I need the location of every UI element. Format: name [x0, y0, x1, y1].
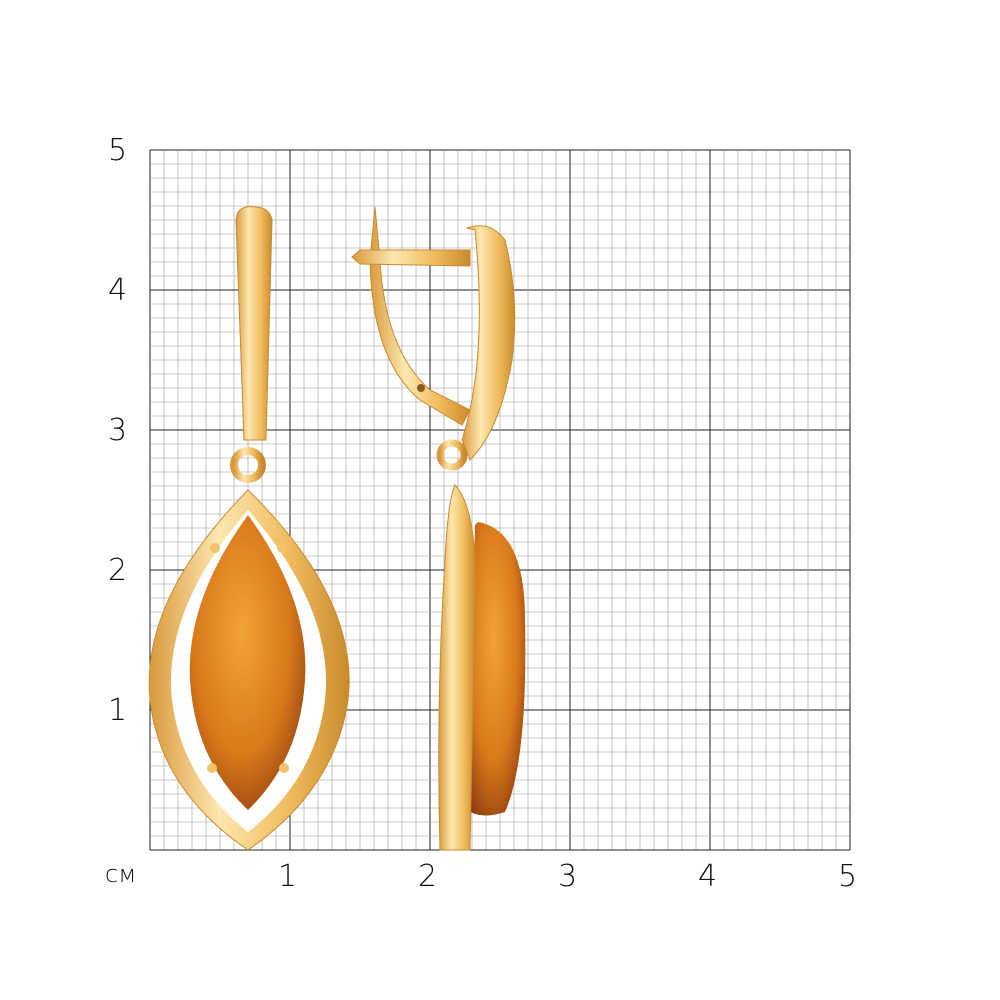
- y-label-5: 5: [108, 133, 128, 168]
- earring-side-view: [351, 206, 526, 851]
- jump-ring: [230, 447, 266, 483]
- lever-hook: [369, 206, 471, 426]
- x-label-1: 1: [278, 859, 298, 894]
- back-bar: [461, 225, 516, 461]
- y-label-1: 1: [108, 693, 128, 728]
- lever-bar: [351, 249, 471, 267]
- x-label-3: 3: [558, 859, 578, 894]
- side-frame: [438, 484, 476, 851]
- earring-front-view: [148, 206, 350, 851]
- amber-stone: [189, 515, 306, 810]
- y-label-4: 4: [108, 273, 128, 308]
- x-label-2: 2: [418, 859, 438, 894]
- hook-bar: [235, 206, 273, 441]
- y-label-3: 3: [108, 413, 128, 448]
- y-label-2: 2: [108, 553, 128, 588]
- jump-ring: [436, 439, 468, 471]
- unit-label: см: [105, 860, 137, 888]
- x-label-4: 4: [698, 859, 718, 894]
- x-label-5: 5: [838, 859, 858, 894]
- amber-stone: [468, 522, 526, 816]
